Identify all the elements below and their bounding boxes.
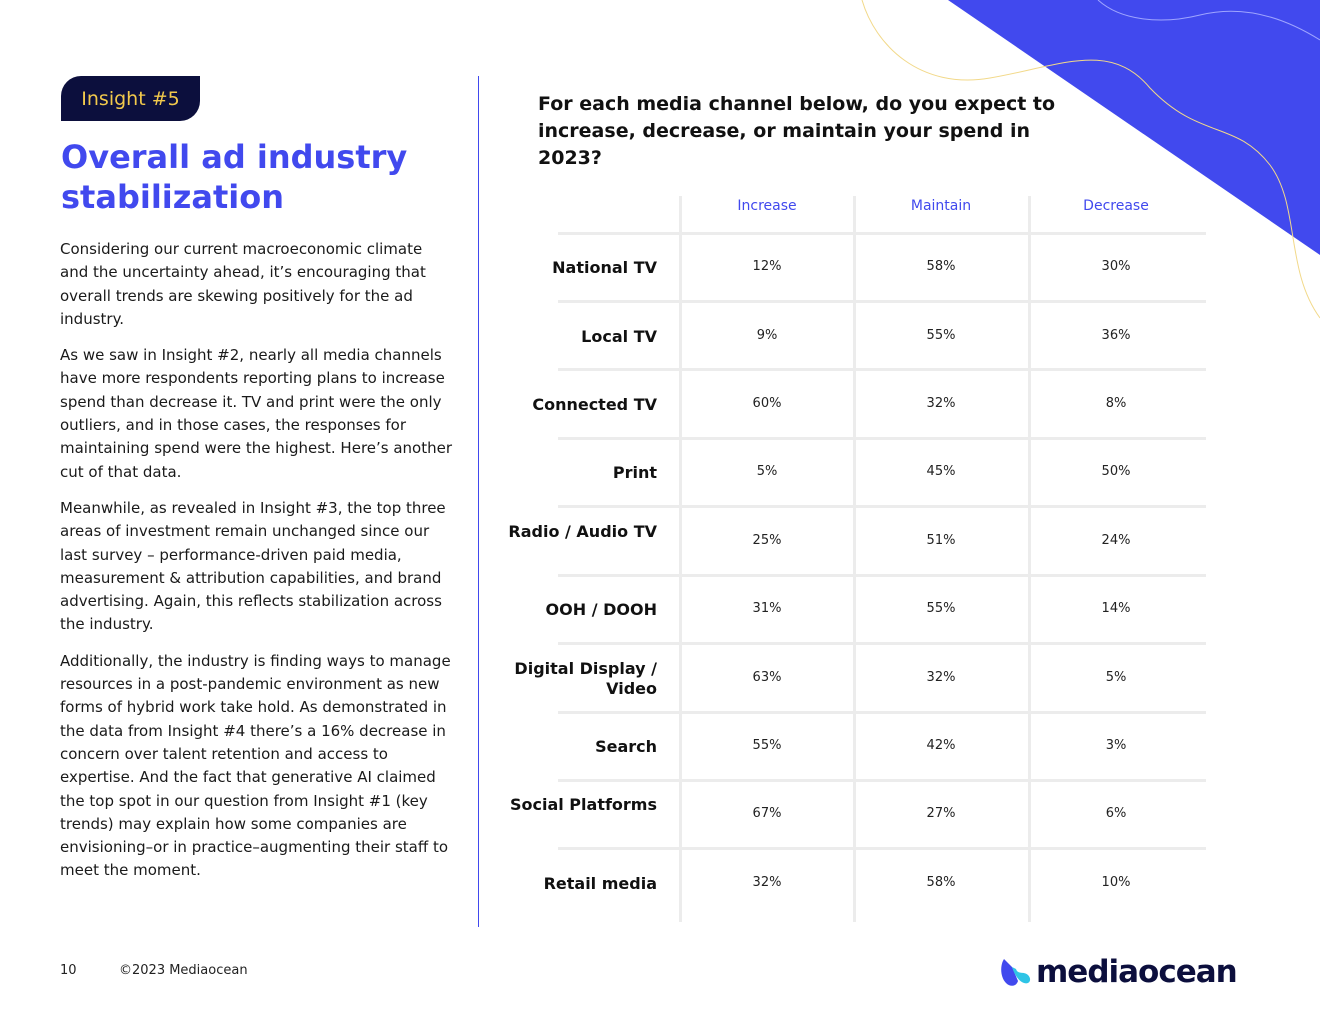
insight-badge: Insight #5 (61, 76, 200, 121)
table-cell: 27% (926, 806, 956, 822)
table-cell: 36% (1101, 327, 1131, 343)
vertical-divider (478, 76, 479, 927)
table-row-rule (558, 711, 1206, 714)
table-cell: 45% (926, 464, 956, 480)
row-label: Radio / Audio TV (508, 521, 657, 541)
table-cell: 14% (1101, 601, 1131, 617)
table-column-rule (1028, 196, 1031, 922)
column-header-maintain: Maintain (910, 198, 972, 214)
table-row-rule (558, 574, 1206, 577)
row-label: Social Platforms (509, 795, 657, 815)
paragraph: As we saw in Insight #2, nearly all medi… (60, 346, 453, 481)
table-cell: 24% (1101, 532, 1131, 548)
table-cell: 5% (1105, 669, 1127, 685)
row-label: Search (595, 737, 657, 756)
table-row-rule (558, 505, 1206, 508)
table-cell: 10% (1101, 874, 1131, 890)
table-cell: 6% (1105, 806, 1127, 822)
table-cell: 55% (926, 327, 956, 343)
table-cell: 32% (926, 669, 956, 685)
table-row-rule (558, 779, 1206, 782)
table-cell: 51% (926, 532, 956, 548)
page-number: 10 (60, 963, 77, 978)
column-header-decrease: Decrease (1083, 198, 1149, 214)
mediaocean-logo-icon (1001, 959, 1031, 986)
paragraph: Considering our current macroeconomic cl… (60, 240, 426, 328)
table-cell: 58% (926, 259, 956, 275)
row-label: Digital Display / Video (514, 658, 657, 698)
body-text: Considering our current macroeconomic cl… (60, 238, 455, 896)
mediaocean-logo: mediaocean (998, 954, 1238, 990)
table-cell: 63% (752, 669, 782, 685)
table-cell: 3% (1105, 738, 1127, 753)
table-row-rule (558, 300, 1206, 303)
row-label: Retail media (543, 873, 657, 893)
table-cell: 50% (1101, 464, 1131, 480)
table-column-rule (679, 196, 682, 922)
table-cell: 8% (1105, 396, 1127, 411)
row-label: National TV (552, 258, 657, 278)
survey-question: For each media channel below, do you exp… (538, 93, 1056, 169)
logo-text: mediaocean (1036, 954, 1238, 990)
table-cell: 5% (756, 464, 778, 480)
paragraph: Additionally, the industry is finding wa… (60, 651, 451, 880)
table-row-rule (558, 642, 1206, 645)
table-cell: 9% (756, 327, 778, 343)
table-column-rule (853, 196, 856, 922)
table-cell: 42% (926, 738, 956, 753)
table-cell: 25% (752, 532, 782, 548)
table-row-rule (558, 368, 1206, 371)
table-row-rule (558, 437, 1206, 440)
table-cell: 67% (752, 806, 782, 822)
table-cell: 32% (926, 396, 956, 411)
table-cell: 32% (752, 874, 782, 890)
paragraph: Meanwhile, as revealed in Insight #3, th… (60, 498, 446, 634)
table-cell: 58% (926, 874, 956, 890)
table-row-rule (558, 232, 1206, 235)
table-cell: 12% (752, 259, 782, 275)
row-label: Local TV (581, 326, 657, 346)
row-label: Print (612, 463, 657, 483)
table-cell: 60% (752, 396, 782, 411)
table-cell: 30% (1101, 259, 1131, 275)
page-title: Overall ad industry stabilization (61, 138, 408, 216)
table-cell: 55% (752, 738, 782, 753)
table-row-rule (558, 847, 1206, 850)
row-label: Connected TV (532, 395, 657, 414)
column-header-increase: Increase (737, 198, 797, 214)
table-cell: 31% (752, 601, 782, 617)
table-cell: 55% (926, 601, 956, 617)
row-label: OOH / DOOH (545, 600, 657, 620)
copyright: ©2023 Mediaocean (119, 963, 248, 978)
